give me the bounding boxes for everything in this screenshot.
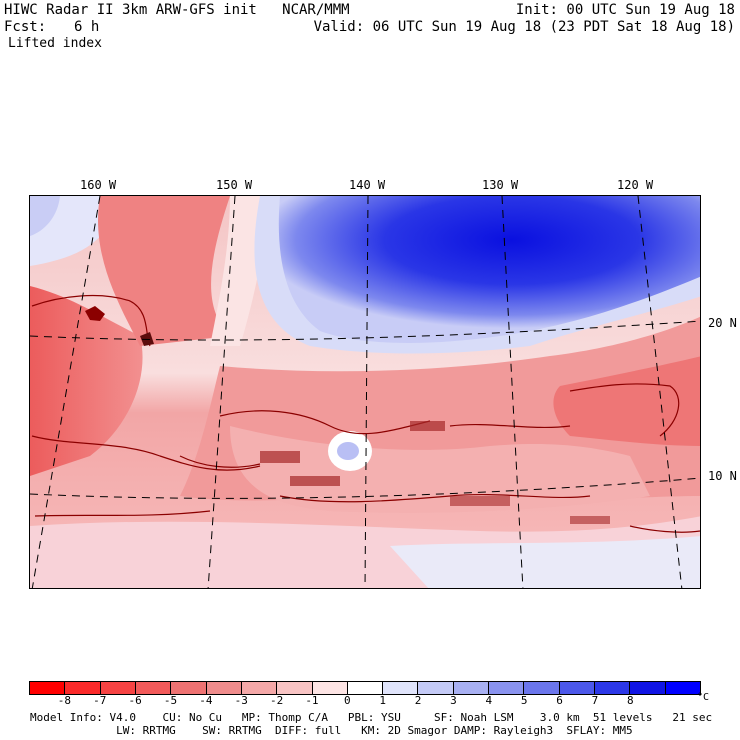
- color-scale-unit: °C: [697, 692, 710, 703]
- color-scale-tick-label: -3: [234, 694, 248, 707]
- color-scale-tick-label: 2: [414, 694, 422, 707]
- lifted-index-map: [29, 195, 701, 589]
- model-info-line-2: LW: RRTMG SW: RRTMG DIFF: full KM: 2D Sm…: [30, 724, 633, 737]
- forecast-hours: 6 h: [74, 19, 100, 35]
- color-scale-tick-label: 4: [485, 694, 493, 707]
- color-scale-tick-label: 5: [520, 694, 528, 707]
- color-swatch: [665, 682, 700, 694]
- lon-label-130w: 130 W: [482, 178, 519, 192]
- lat-label-20n: 20 N: [708, 316, 737, 330]
- color-swatch: [171, 682, 207, 694]
- color-swatch: [135, 682, 172, 694]
- init-time: Init: 00 UTC Sun 19 Aug 18: [515, 2, 735, 18]
- islands-red-features: [85, 306, 610, 524]
- color-swatch: [241, 682, 278, 694]
- model-info-line-1: Model Info: V4.0 CU: No Cu MP: Thomp C/A…: [30, 711, 713, 724]
- color-swatch: [559, 682, 595, 694]
- lat-label-10n: 10 N: [708, 469, 737, 483]
- graticule: [30, 196, 700, 588]
- model-title: HIWC Radar II 3km ARW-GFS init NCAR/MMM: [4, 2, 350, 18]
- color-swatch: [595, 682, 631, 694]
- color-swatch: [30, 682, 66, 694]
- color-swatch: [418, 682, 454, 694]
- color-swatch: [489, 682, 525, 694]
- li-contours: [31, 294, 700, 533]
- color-swatch: [312, 682, 348, 694]
- color-scale-tick-label: -6: [128, 694, 142, 707]
- color-scale-tick-label: 8: [626, 694, 634, 707]
- color-scale-tick-label: 3: [450, 694, 457, 707]
- color-scale-tick-label: -8: [57, 694, 71, 707]
- field-name: Lifted index: [8, 36, 102, 51]
- forecast-label: Fcst:: [4, 19, 47, 35]
- color-scale-tick-label: -2: [269, 694, 284, 707]
- lon-label-150w: 150 W: [216, 178, 253, 192]
- color-swatch: [453, 682, 490, 694]
- color-swatch: [524, 682, 560, 694]
- color-swatch: [277, 682, 313, 694]
- lon-label-140w: 140 W: [349, 178, 386, 192]
- color-scale-tick-label: 7: [591, 694, 599, 707]
- color-scale-tick-label: -4: [199, 694, 213, 707]
- valid-time: Valid: 06 UTC Sun 19 Aug 18 (23 PDT Sat …: [313, 19, 735, 35]
- color-swatch: [206, 682, 242, 694]
- color-swatch: [65, 682, 101, 694]
- color-scale-tick-label: -5: [163, 694, 178, 707]
- color-scale-tick-label: 1: [379, 694, 386, 707]
- lon-label-120w: 120 W: [617, 178, 654, 192]
- lifted-index-field: [30, 196, 700, 588]
- color-scale-tick-label: 0: [344, 694, 351, 707]
- color-swatch: [630, 682, 666, 694]
- color-scale-tick-label: 6: [556, 694, 563, 707]
- color-swatch: [347, 682, 384, 694]
- color-swatch: [100, 682, 136, 694]
- color-swatch: [383, 682, 419, 694]
- color-scale-tick-label: -7: [93, 694, 107, 707]
- color-scale-bar: [29, 681, 701, 695]
- lon-label-160w: 160 W: [80, 178, 117, 192]
- color-scale-tick-label: -1: [305, 694, 319, 707]
